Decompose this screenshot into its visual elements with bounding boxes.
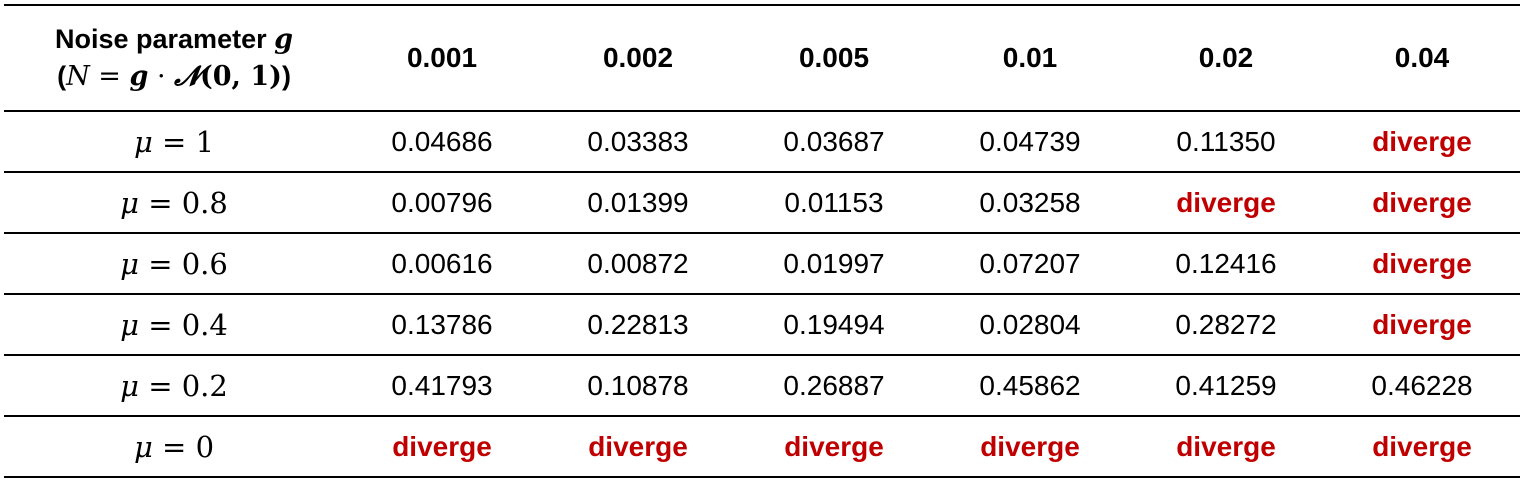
table-row: μ = 1 0.04686 0.03383 0.03687 0.04739 0.… (4, 111, 1520, 173)
mu-symbol: μ (133, 429, 153, 464)
results-table: Noise parameter g (N = g · 𝓝(0, 1)) 0.00… (4, 4, 1520, 478)
mu-symbol: μ (133, 124, 153, 159)
diverge-cell: diverge (1128, 416, 1324, 478)
table-body: μ = 1 0.04686 0.03383 0.03687 0.04739 0.… (4, 111, 1520, 478)
table-cell: 0.46228 (1324, 355, 1520, 417)
table-cell: 0.45862 (932, 355, 1128, 417)
column-header-0: 0.001 (344, 4, 540, 112)
row-label: μ = 1 (4, 111, 344, 173)
diverge-cell: diverge (1128, 172, 1324, 234)
row-label: μ = 0.4 (4, 294, 344, 356)
table-cell: 0.07207 (932, 233, 1128, 295)
table-row: μ = 0 diverge diverge diverge diverge di… (4, 416, 1520, 478)
mu-value: = 0.4 (139, 307, 228, 342)
mu-symbol: μ (120, 368, 139, 403)
row-label: μ = 0.2 (4, 355, 344, 417)
table-cell: 0.04739 (932, 111, 1128, 173)
table-cell: 0.19494 (736, 294, 932, 356)
column-header-4: 0.02 (1128, 4, 1324, 112)
mu-value: = 0.8 (139, 185, 228, 220)
table-cell: 0.12416 (1128, 233, 1324, 295)
table-cell: 0.22813 (540, 294, 736, 356)
mu-value: = 0.6 (139, 246, 228, 281)
table-cell: 0.00872 (540, 233, 736, 295)
table-row: μ = 0.4 0.13786 0.22813 0.19494 0.02804 … (4, 294, 1520, 356)
diverge-cell: diverge (344, 416, 540, 478)
header-equals: = (89, 61, 130, 92)
header-N-symbol: N (66, 61, 90, 92)
table-cell: 0.03258 (932, 172, 1128, 234)
mu-symbol: μ (120, 307, 139, 342)
mu-symbol: μ (120, 246, 139, 281)
header-row: Noise parameter g (N = g · 𝓝(0, 1)) 0.00… (4, 4, 1520, 112)
diverge-cell: diverge (1324, 294, 1520, 356)
column-header-1: 0.002 (540, 4, 736, 112)
mu-value: = 1 (152, 124, 215, 159)
table-cell: 0.28272 (1128, 294, 1324, 356)
header-g2-symbol: g (129, 61, 149, 92)
header-g-symbol: g (274, 24, 293, 55)
column-header-2: 0.005 (736, 4, 932, 112)
table-cell: 0.00616 (344, 233, 540, 295)
table-row: μ = 0.2 0.41793 0.10878 0.26887 0.45862 … (4, 355, 1520, 417)
diverge-cell: diverge (1324, 416, 1520, 478)
header-normal-symbol: 𝓝 (174, 61, 200, 92)
row-label: μ = 0.6 (4, 233, 344, 295)
table-cell: 0.04686 (344, 111, 540, 173)
table-cell: 0.02804 (932, 294, 1128, 356)
diverge-cell: diverge (1324, 111, 1520, 173)
column-header-5: 0.04 (1324, 4, 1520, 112)
table-cell: 0.13786 (344, 294, 540, 356)
row-label: μ = 0.8 (4, 172, 344, 234)
header-open-paren: ( (57, 61, 67, 91)
table-cell: 0.41793 (344, 355, 540, 417)
table-cell: 0.26887 (736, 355, 932, 417)
noise-parameter-header: Noise parameter g (N = g · 𝓝(0, 1)) (4, 4, 344, 112)
mu-symbol: μ (120, 185, 139, 220)
header-close-paren: ) (281, 61, 291, 91)
row-label: μ = 0 (4, 416, 344, 478)
table-row: μ = 0.6 0.00616 0.00872 0.01997 0.07207 … (4, 233, 1520, 295)
diverge-cell: diverge (1324, 233, 1520, 295)
table-cell: 0.11350 (1128, 111, 1324, 173)
table-row: μ = 0.8 0.00796 0.01399 0.01153 0.03258 … (4, 172, 1520, 234)
diverge-cell: diverge (1324, 172, 1520, 234)
diverge-cell: diverge (736, 416, 932, 478)
table-cell: 0.03687 (736, 111, 932, 173)
table-cell: 0.03383 (540, 111, 736, 173)
table-cell: 0.00796 (344, 172, 540, 234)
header-dot: · (148, 61, 175, 92)
table-cell: 0.01997 (736, 233, 932, 295)
header-line-2: (N = g · 𝓝(0, 1)) (4, 58, 344, 95)
header-normal-args: (0, 1) (200, 61, 282, 92)
mu-value: = 0 (152, 429, 215, 464)
table-cell: 0.01153 (736, 172, 932, 234)
header-line1-text: Noise parameter (55, 24, 275, 54)
mu-value: = 0.2 (139, 368, 228, 403)
table-cell: 0.10878 (540, 355, 736, 417)
diverge-cell: diverge (932, 416, 1128, 478)
diverge-cell: diverge (540, 416, 736, 478)
table-cell: 0.01399 (540, 172, 736, 234)
header-line-1: Noise parameter g (4, 21, 344, 58)
table-cell: 0.41259 (1128, 355, 1324, 417)
column-header-3: 0.01 (932, 4, 1128, 112)
